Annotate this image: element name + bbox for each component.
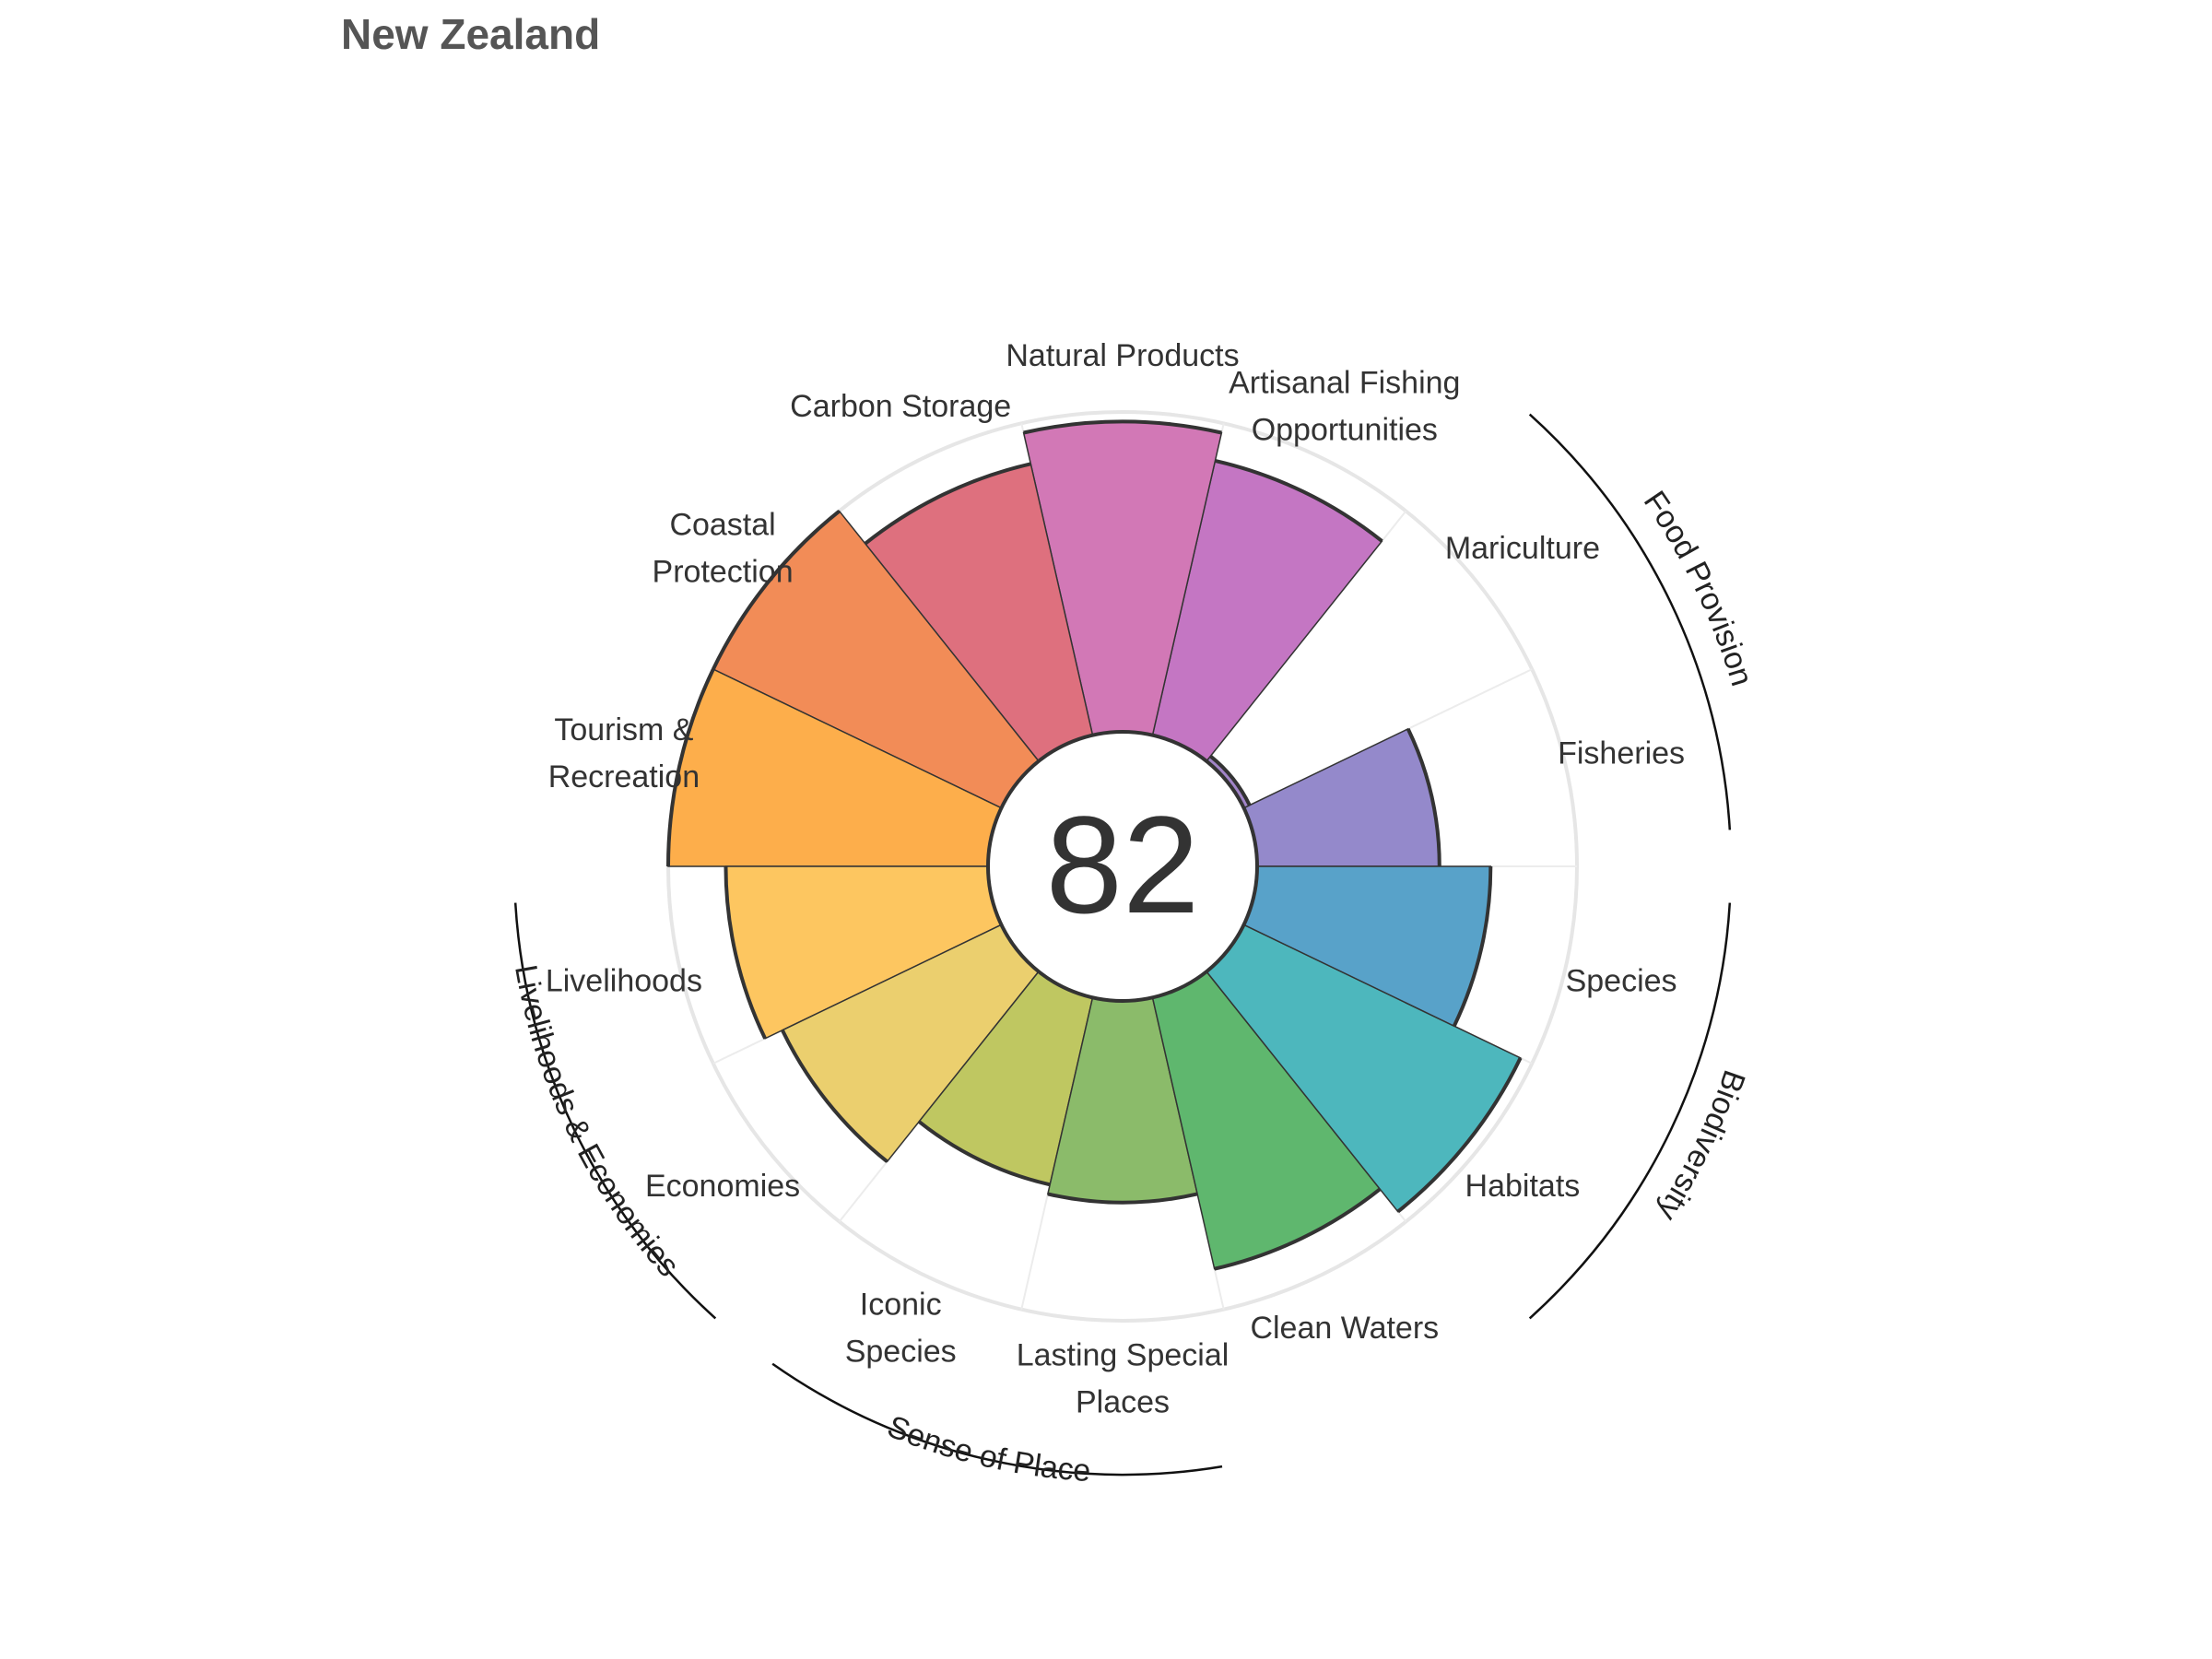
category-label: Artisanal Fishing	[1229, 365, 1460, 400]
group-label: Livelihoods & Economies	[508, 962, 686, 1284]
bar-outer-arc	[864, 462, 1031, 546]
category-label: Livelihoods	[546, 963, 702, 998]
bar-outer-arc	[781, 1029, 888, 1163]
category-label: Coastal	[669, 507, 775, 542]
bar-outer-arc	[917, 1120, 1051, 1187]
group-arc	[1528, 413, 1732, 830]
category-label: Tourism &	[554, 712, 693, 747]
group-arc	[771, 1362, 1223, 1477]
category-label: Species	[1566, 963, 1677, 998]
category-label: Protection	[653, 554, 794, 589]
bar-outer-arc	[724, 865, 767, 1040]
category-label: Natural Products	[1006, 338, 1239, 373]
category-label: Opportunities	[1252, 412, 1438, 447]
category-label: Species	[845, 1335, 957, 1370]
bar-outer-arc	[1214, 459, 1383, 543]
bar-outer-arc	[1396, 1057, 1523, 1214]
bar-outer-arc	[1452, 865, 1493, 1028]
category-label: Clean Waters	[1250, 1311, 1439, 1346]
center-score: 82	[1046, 787, 1200, 942]
bar-outer-arc	[1023, 419, 1222, 435]
bar-outer-arc	[712, 509, 841, 670]
chart-title: New Zealand	[341, 10, 601, 58]
bar-outer-arc	[1406, 727, 1441, 867]
category-label: Carbon Storage	[790, 389, 1011, 424]
category-label: Lasting Special	[1017, 1338, 1230, 1373]
group-arc	[1528, 902, 1732, 1320]
label-layer: Fisheries Mariculture Artisanal Fishing Opp…	[546, 338, 1685, 1420]
group-label: Food Provision	[1637, 485, 1759, 690]
category-label: Recreation	[548, 759, 700, 794]
category-label: Places	[1076, 1385, 1170, 1420]
category-label: Fisheries	[1558, 736, 1685, 771]
category-label: Economies	[645, 1169, 800, 1204]
bar-outer-arc	[1047, 1192, 1198, 1205]
category-label: Mariculture	[1445, 531, 1600, 566]
group-label: Biodiversity	[1650, 1065, 1751, 1227]
center-circle	[986, 730, 1259, 1003]
bar-layer	[666, 419, 1523, 1271]
bar-outer-arc	[1214, 1187, 1382, 1271]
category-label: Iconic	[860, 1288, 942, 1323]
category-label: Habitats	[1465, 1169, 1581, 1204]
bar-outer-arc	[1209, 754, 1252, 806]
bar-fisheries	[1242, 727, 1441, 867]
bar-outer-arc	[666, 668, 715, 867]
group-label: Sense of Place	[883, 1409, 1092, 1489]
group-arc	[513, 902, 717, 1320]
